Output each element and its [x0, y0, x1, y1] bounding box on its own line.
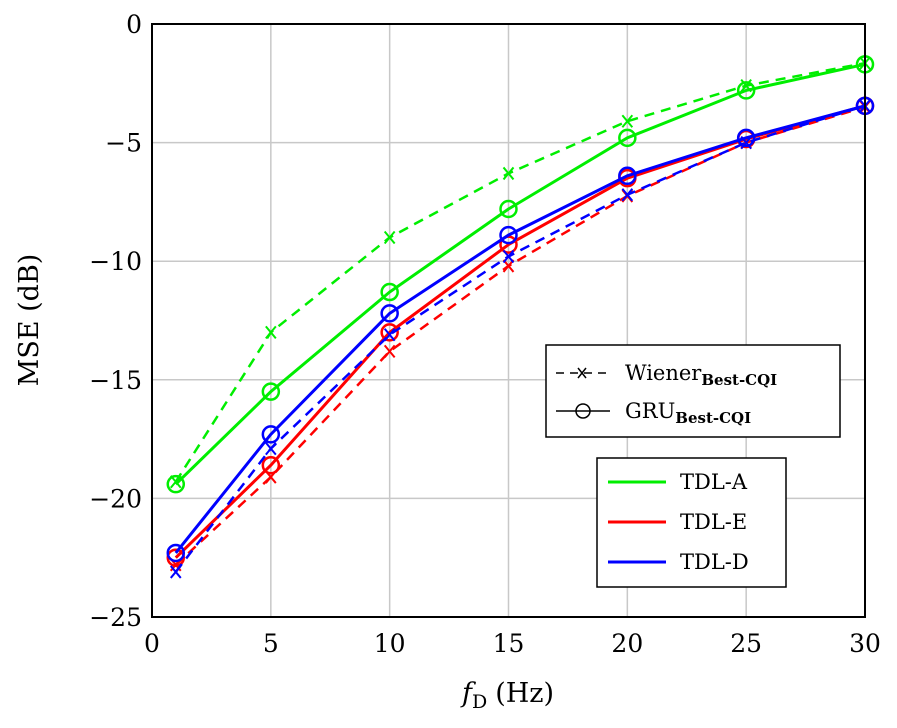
marker-x-tdl-d — [502, 249, 515, 264]
y-tick-label: 0 — [126, 10, 142, 39]
x-tick-label: 5 — [263, 629, 279, 658]
marker-circle-tdl-e — [261, 455, 281, 475]
series-layer — [166, 55, 875, 579]
legend-gru: GRUBest-CQI — [625, 399, 751, 427]
marker-x-tdl-d — [265, 441, 277, 456]
circle-marker-icon — [575, 403, 591, 419]
marker-circle-tdl-a — [166, 474, 186, 494]
marker-circle-tdl-d — [166, 543, 186, 563]
style-legend: WienerBest-CQI GRUBest-CQI — [545, 344, 841, 438]
legend-wiener: WienerBest-CQI — [625, 361, 777, 389]
color-legend: TDL-A TDL-E TDL-D — [596, 457, 787, 588]
marker-circle-tdl-a — [261, 382, 281, 401]
marker-x-tdl-d — [169, 565, 182, 579]
x-axis-label-main: f — [460, 678, 476, 709]
plot-frame — [151, 23, 866, 618]
x-tick-label: 10 — [374, 629, 406, 658]
legend-tdl-e: TDL-E — [680, 510, 747, 534]
marker-x-tdl-a — [383, 230, 396, 245]
x-tick-label: 20 — [611, 629, 643, 658]
x-tick-label: 25 — [730, 629, 762, 658]
legend-tdl-a: TDL-A — [680, 470, 748, 494]
marker-circle-tdl-a — [736, 81, 756, 100]
marker-circle-tdl-e — [380, 323, 399, 342]
marker-circle-tdl-a — [380, 282, 399, 302]
marker-x-tdl-a — [502, 166, 515, 181]
marker-circle-tdl-d — [736, 128, 756, 148]
x-axis-label-unit: (Hz) — [495, 678, 554, 709]
y-tick-label: −20 — [89, 484, 142, 513]
x-tick-label: 0 — [144, 629, 160, 658]
marker-x-tdl-a — [621, 114, 634, 128]
series-line-tdl-d-gru — [174, 104, 866, 554]
marker-circle-tdl-d — [380, 304, 399, 323]
x-axis-label: fD (Hz) — [460, 678, 554, 713]
marker-x-tdl-d — [621, 188, 634, 202]
tick-labels: 0 5 10 15 20 25 30 0 −5 −10 −15 −20 −25 — [89, 10, 881, 658]
marker-circle-tdl-a — [618, 128, 637, 148]
series-line-tdl-a-gru — [174, 62, 866, 486]
marker-circle-tdl-a — [499, 199, 518, 219]
x-marker-icon — [577, 367, 587, 379]
x-tick-label: 30 — [849, 629, 881, 658]
y-tick-label: −15 — [89, 366, 142, 395]
marker-x-tdl-a — [265, 325, 277, 340]
y-tick-label: −5 — [105, 129, 142, 158]
marker-x-tdl-d — [383, 328, 396, 342]
legend-tdl-d: TDL-D — [680, 550, 749, 574]
y-tick-label: −25 — [89, 603, 142, 632]
y-tick-label: −10 — [89, 247, 142, 276]
marker-circle-tdl-d — [499, 225, 518, 245]
x-axis-label-sub: D — [472, 691, 487, 713]
marker-x-tdl-e — [383, 344, 396, 358]
marker-circle-tdl-d — [618, 166, 637, 186]
x-tick-label: 15 — [493, 629, 525, 658]
y-axis-label: MSE (dB) — [14, 254, 45, 387]
marker-circle-tdl-e — [166, 548, 186, 567]
marker-circle-tdl-d — [261, 425, 281, 444]
